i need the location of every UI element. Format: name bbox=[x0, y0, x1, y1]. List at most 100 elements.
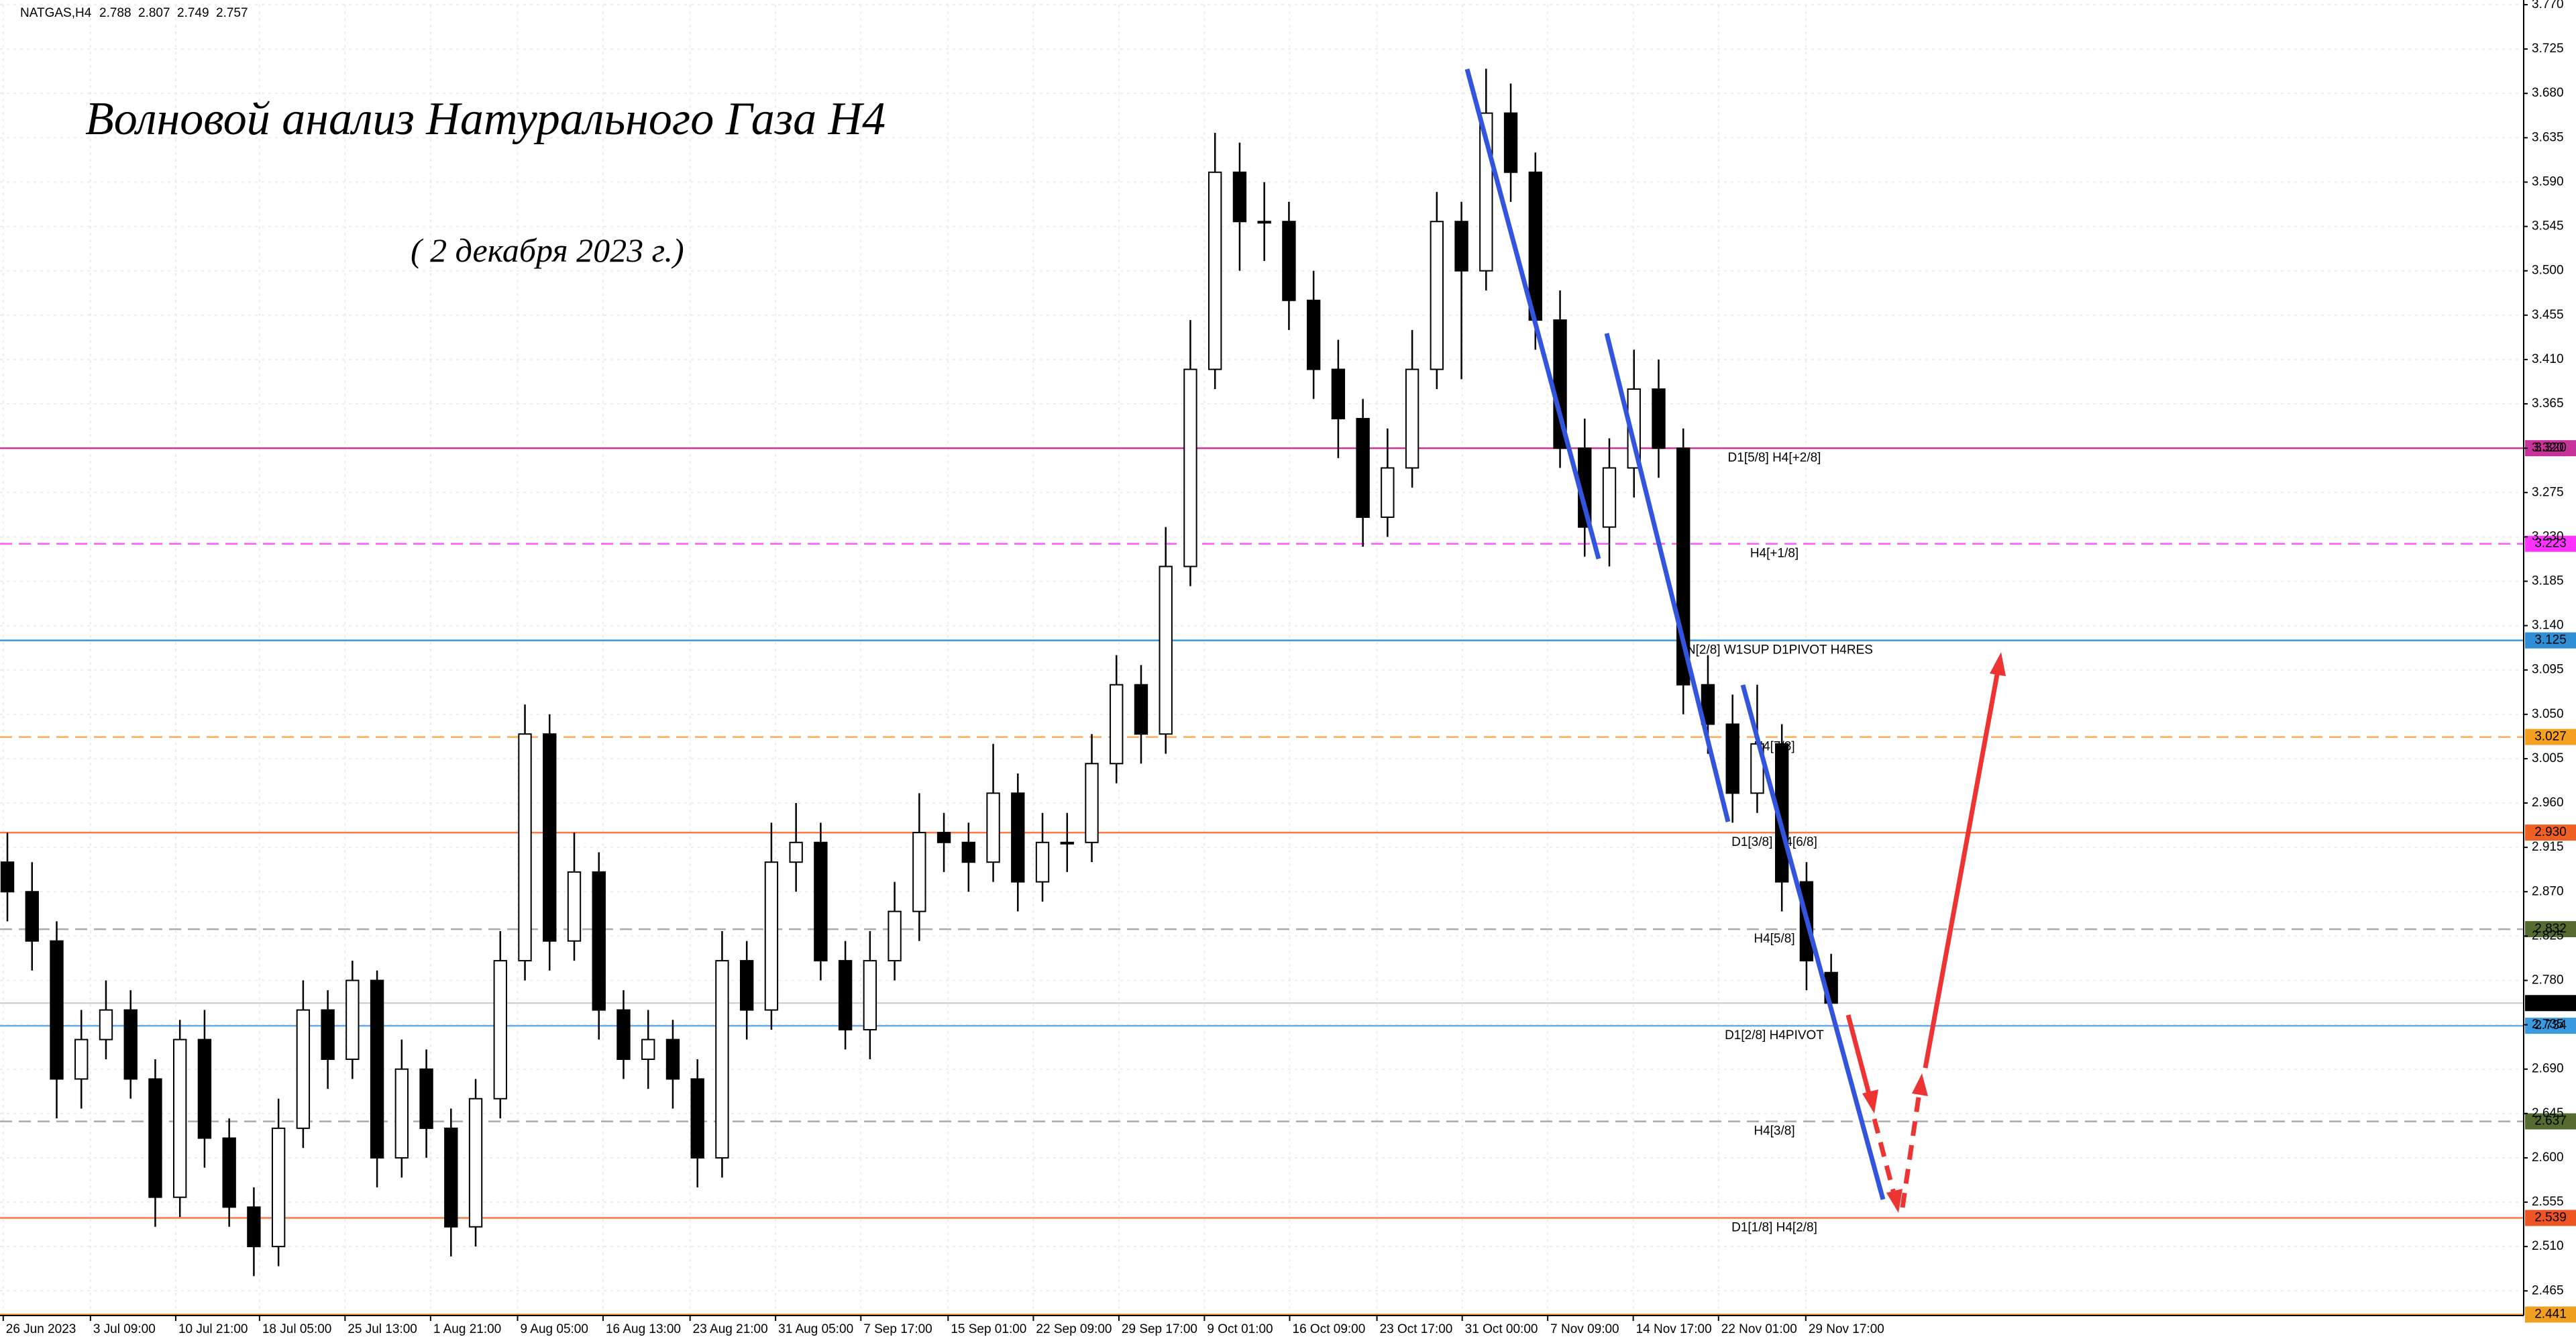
price-tag-label: 3.027 bbox=[2534, 730, 2567, 744]
x-tick-label: 1 Aug 21:00 bbox=[433, 1322, 501, 1336]
y-tick-label: 2.600 bbox=[2532, 1150, 2564, 1165]
y-tick-label: 2.735 bbox=[2532, 1018, 2564, 1032]
chart-title: Волновой анализ Натурального Газа Н4 bbox=[85, 93, 885, 145]
y-tick-label: 3.455 bbox=[2532, 308, 2564, 322]
level-label: D1[1/8] H4[2/8] bbox=[1731, 1221, 1817, 1235]
price-tag-label: 2.637 bbox=[2534, 1114, 2567, 1128]
y-tick-label: 3.185 bbox=[2532, 574, 2564, 588]
y-tick-label: 2.690 bbox=[2532, 1062, 2564, 1076]
x-tick-label: 31 Oct 00:00 bbox=[1465, 1322, 1538, 1336]
y-tick-label: 2.510 bbox=[2532, 1239, 2564, 1253]
y-tick-label: 2.825 bbox=[2532, 928, 2564, 943]
candle-body bbox=[493, 960, 507, 1100]
x-tick-label: 18 Jul 05:00 bbox=[262, 1322, 332, 1336]
symbol: NATGAS,H4 bbox=[20, 6, 92, 20]
candle-body bbox=[567, 871, 582, 942]
y-tick-label: 2.780 bbox=[2532, 973, 2564, 987]
y-tick-label: 2.870 bbox=[2532, 884, 2564, 898]
candle-body bbox=[1381, 467, 1395, 518]
price-tag bbox=[2525, 824, 2576, 841]
y-tick-label: 3.095 bbox=[2532, 663, 2564, 677]
candle-body bbox=[197, 1038, 212, 1139]
level-label: H4[+1/8] bbox=[1750, 547, 1799, 561]
y-tick-label: 2.555 bbox=[2532, 1195, 2564, 1209]
y-tick-label: 3.590 bbox=[2532, 174, 2564, 189]
forecast-arrow bbox=[1900, 1087, 1923, 1208]
price-tag bbox=[2525, 535, 2576, 552]
candle-body bbox=[1503, 112, 1518, 173]
price-tag-label: 3.320 bbox=[2534, 441, 2567, 455]
candle-body bbox=[1208, 171, 1222, 370]
price-tag-label: 2.539 bbox=[2534, 1211, 2567, 1225]
candle-body bbox=[222, 1137, 236, 1208]
forecast-arrow bbox=[1872, 1118, 1898, 1201]
price-tag bbox=[2525, 729, 2576, 745]
current-price-label: 2.757 bbox=[2534, 996, 2567, 1010]
y-tick-label: 2.645 bbox=[2532, 1106, 2564, 1120]
candle-body bbox=[1356, 418, 1370, 518]
forecast-arrow bbox=[1923, 670, 2000, 1069]
x-tick-label: 9 Aug 05:00 bbox=[521, 1322, 588, 1336]
annotations bbox=[1464, 68, 2006, 1213]
x-tick-label: 10 Jul 21:00 bbox=[178, 1322, 248, 1336]
y-tick-label: 3.320 bbox=[2532, 441, 2564, 455]
candle-body bbox=[715, 960, 729, 1159]
level-label: H4[3/8] bbox=[1754, 1124, 1794, 1138]
candle-body bbox=[1652, 388, 1666, 449]
x-tick-label: 31 Aug 05:00 bbox=[778, 1322, 853, 1336]
trend-line bbox=[1604, 333, 1731, 822]
candle-body bbox=[444, 1127, 458, 1228]
candle-body bbox=[592, 871, 606, 1011]
y-tick-label: 3.725 bbox=[2532, 42, 2564, 56]
x-tick-label: 26 Jun 2023 bbox=[6, 1322, 76, 1336]
price-tags: 3.320 3.223 3.125 3.027 2.930 2.832 2.734 2.637… bbox=[2525, 440, 2576, 1323]
price-tag-label: 3.223 bbox=[2534, 537, 2567, 551]
price-tag-label: 2.832 bbox=[2534, 922, 2567, 936]
price-tag-label: 2.441 bbox=[2534, 1307, 2567, 1322]
candle-body bbox=[838, 960, 853, 1030]
y-tick-label: 3.680 bbox=[2532, 86, 2564, 100]
y-tick-label: 3.410 bbox=[2532, 352, 2564, 366]
x-tick-label: 29 Sep 17:00 bbox=[1122, 1322, 1197, 1336]
candle-body bbox=[888, 910, 902, 962]
candle-body bbox=[1602, 467, 1617, 528]
grid-layer bbox=[0, 4, 2524, 1316]
candle-body bbox=[616, 1009, 631, 1061]
candle-body bbox=[1011, 792, 1025, 883]
price-tag bbox=[2525, 921, 2576, 938]
candle-body bbox=[148, 1078, 162, 1198]
x-tick-label: 16 Oct 09:00 bbox=[1293, 1322, 1366, 1336]
header-open: 2.788 bbox=[99, 6, 131, 20]
candle-body bbox=[863, 960, 877, 1030]
candle-body bbox=[1183, 368, 1197, 568]
candle-body bbox=[468, 1097, 483, 1228]
x-tick-label: 15 Sep 01:00 bbox=[951, 1322, 1026, 1336]
candle-body bbox=[271, 1127, 286, 1248]
price-tag bbox=[2525, 632, 2576, 649]
candle-body bbox=[789, 841, 803, 863]
x-tick-label: 9 Oct 01:00 bbox=[1207, 1322, 1273, 1336]
candle-body bbox=[1159, 566, 1173, 735]
candle-body bbox=[0, 861, 15, 893]
trend-line bbox=[1464, 68, 1601, 559]
candle-body bbox=[419, 1068, 433, 1129]
level-label: D1[5/8] H4[+2/8] bbox=[1728, 451, 1821, 465]
candle-body bbox=[690, 1078, 704, 1159]
candle-body bbox=[173, 1038, 187, 1198]
candle-body bbox=[394, 1068, 409, 1159]
candle-body bbox=[739, 960, 754, 1011]
price-tag bbox=[2525, 440, 2576, 457]
price-tag-label: 2.930 bbox=[2534, 825, 2567, 839]
candle-body bbox=[1134, 684, 1148, 735]
candle-body bbox=[764, 861, 779, 1011]
y-tick-label: 2.960 bbox=[2532, 796, 2564, 810]
candle-body bbox=[247, 1206, 261, 1248]
price-tag-label: 3.125 bbox=[2534, 633, 2567, 647]
candle-body bbox=[518, 733, 532, 962]
candle-body bbox=[1232, 171, 1247, 223]
level-label: MN[2/8] W1SUP D1PIVOT H4RES bbox=[1676, 643, 1873, 657]
candle-body bbox=[1405, 368, 1419, 469]
candle-body bbox=[1257, 221, 1271, 224]
candle-body bbox=[345, 979, 360, 1061]
